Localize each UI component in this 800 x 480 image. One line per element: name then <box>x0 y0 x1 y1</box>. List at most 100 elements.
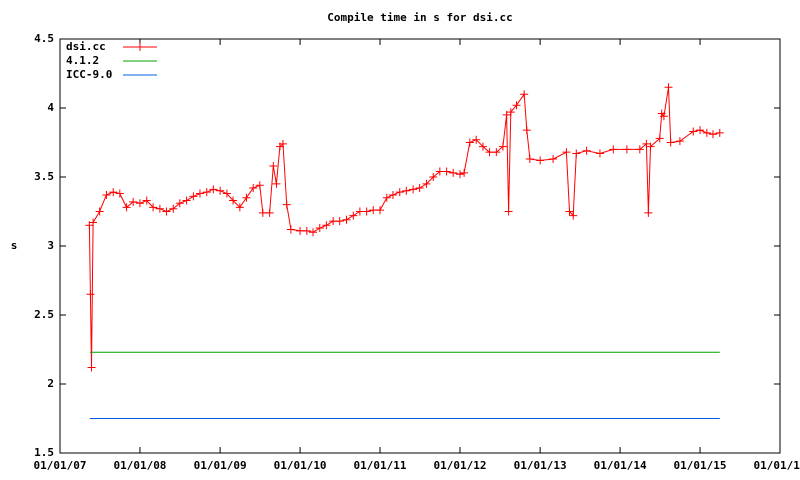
point-marker <box>460 168 469 177</box>
point-marker <box>504 207 513 216</box>
point-marker <box>409 185 418 194</box>
x-tick-label: 01/01/16 <box>754 459 800 472</box>
point-marker <box>302 226 311 235</box>
y-tick-label: 3.5 <box>34 170 54 183</box>
y-tick-label: 4.5 <box>34 32 54 45</box>
point-marker <box>278 139 287 148</box>
point-marker <box>502 110 511 119</box>
y-tick-label: 2.5 <box>34 308 54 321</box>
x-tick-label: 01/01/15 <box>674 459 727 472</box>
point-marker <box>349 211 358 220</box>
x-tick-label: 01/01/12 <box>433 459 486 472</box>
point-marker <box>362 207 371 216</box>
point-marker <box>536 156 545 165</box>
point-marker <box>202 188 211 197</box>
point-marker <box>522 126 531 135</box>
point-marker <box>525 155 534 164</box>
point-marker <box>498 142 507 151</box>
point-marker <box>664 83 673 92</box>
y-tick-label: 4 <box>47 101 54 114</box>
point-marker <box>86 290 95 299</box>
point-marker <box>708 130 717 139</box>
x-tick-label: 01/01/11 <box>354 459 407 472</box>
point-marker <box>195 189 204 198</box>
legend-label: dsi.cc <box>66 40 106 53</box>
point-marker <box>642 139 651 148</box>
point-marker <box>512 101 521 110</box>
point-marker <box>308 228 317 237</box>
point-marker <box>415 184 424 193</box>
point-marker <box>169 204 178 213</box>
point-marker <box>689 127 698 136</box>
point-marker <box>485 148 494 157</box>
point-marker <box>702 128 711 137</box>
point-marker <box>296 226 305 235</box>
point-marker <box>562 148 571 157</box>
chart-title: Compile time in s for dsi.cc <box>327 11 512 24</box>
point-marker <box>269 161 278 170</box>
point-marker <box>315 224 324 233</box>
point-marker <box>635 145 644 154</box>
point-marker <box>342 215 351 224</box>
x-tick-label: 01/01/09 <box>194 459 247 472</box>
point-marker <box>255 181 264 190</box>
y-axis-label: s <box>11 239 18 252</box>
point-marker <box>135 199 144 208</box>
point-marker <box>102 190 111 199</box>
point-marker <box>395 188 404 197</box>
point-marker <box>402 186 411 195</box>
point-marker <box>222 189 231 198</box>
point-marker <box>655 134 664 143</box>
point-marker <box>189 192 198 201</box>
point-marker <box>609 145 618 154</box>
point-marker <box>572 149 581 158</box>
point-marker <box>142 196 151 205</box>
point-marker <box>388 190 397 199</box>
point-marker <box>595 149 604 158</box>
point-marker <box>155 204 164 213</box>
point-marker <box>162 207 171 216</box>
point-marker <box>89 218 98 227</box>
point-marker <box>382 193 391 202</box>
y-tick-label: 1.5 <box>34 446 54 459</box>
point-marker <box>355 207 364 216</box>
point-marker <box>429 173 438 181</box>
point-marker <box>582 146 591 155</box>
point-marker <box>242 193 251 202</box>
point-marker <box>122 203 131 212</box>
point-marker <box>659 112 668 121</box>
point-marker <box>272 179 281 188</box>
point-marker <box>422 179 431 188</box>
point-marker <box>258 208 267 217</box>
point-marker <box>435 167 444 176</box>
point-marker <box>449 168 458 177</box>
point-marker <box>129 197 138 206</box>
point-marker <box>322 221 331 230</box>
x-tick-label: 01/01/10 <box>274 459 327 472</box>
x-tick-label: 01/01/13 <box>514 459 567 472</box>
point-marker <box>675 137 684 146</box>
y-tick-label: 2 <box>47 377 54 390</box>
point-marker <box>622 145 631 154</box>
point-marker <box>442 167 451 176</box>
point-marker <box>478 142 487 151</box>
point-marker <box>696 126 705 135</box>
point-marker <box>109 188 118 197</box>
x-tick-label: 01/01/08 <box>113 459 166 472</box>
legend-label: ICC-9.0 <box>66 68 112 81</box>
point-marker <box>265 208 274 217</box>
point-marker <box>175 199 184 208</box>
point-marker <box>492 148 501 157</box>
point-marker <box>286 225 295 234</box>
point-marker <box>376 206 385 215</box>
point-marker <box>182 196 191 205</box>
point-marker <box>115 189 124 198</box>
point-marker <box>216 186 225 195</box>
point-marker <box>282 200 291 209</box>
point-marker <box>472 135 481 144</box>
point-marker <box>87 363 96 372</box>
point-marker <box>229 196 238 205</box>
